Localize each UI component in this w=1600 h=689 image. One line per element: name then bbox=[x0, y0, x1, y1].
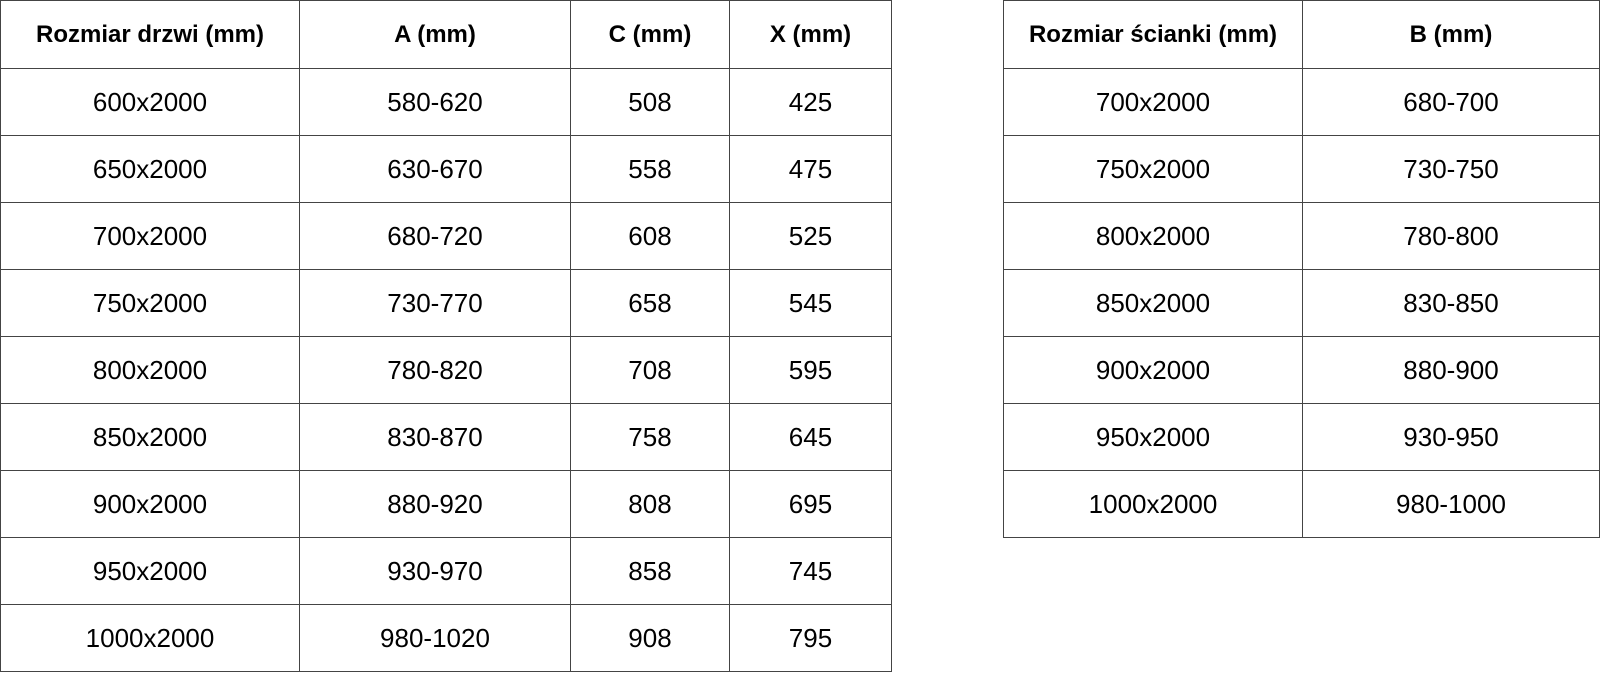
table-cell: 680-700 bbox=[1302, 68, 1600, 136]
table-cell: 880-920 bbox=[299, 470, 571, 538]
table-cell: 508 bbox=[570, 68, 730, 136]
wall-size-table: Rozmiar ścianki (mm) B (mm) 700x2000 680-7… bbox=[1003, 0, 1600, 538]
table-cell: 475 bbox=[729, 135, 892, 203]
table-cell: 1000x2000 bbox=[1003, 470, 1303, 538]
table-cell: 758 bbox=[570, 403, 730, 471]
table-cell: 800x2000 bbox=[0, 336, 300, 404]
table-header-row: Rozmiar ścianki (mm) B (mm) bbox=[1003, 0, 1600, 69]
table-cell: 730-770 bbox=[299, 269, 571, 337]
column-header: C (mm) bbox=[570, 0, 730, 69]
table-cell: 630-670 bbox=[299, 135, 571, 203]
table-row: 950x2000 930-970 858 745 bbox=[0, 537, 892, 605]
table-cell: 780-800 bbox=[1302, 202, 1600, 270]
column-header: X (mm) bbox=[729, 0, 892, 69]
column-header: B (mm) bbox=[1302, 0, 1600, 69]
table-row: 1000x2000 980-1000 bbox=[1003, 470, 1600, 538]
table-cell: 795 bbox=[729, 604, 892, 672]
table-cell: 658 bbox=[570, 269, 730, 337]
table-cell: 545 bbox=[729, 269, 892, 337]
table-cell: 645 bbox=[729, 403, 892, 471]
table-cell: 850x2000 bbox=[0, 403, 300, 471]
table-cell: 880-900 bbox=[1302, 336, 1600, 404]
table-cell: 730-750 bbox=[1302, 135, 1600, 203]
table-cell: 525 bbox=[729, 202, 892, 270]
table-cell: 700x2000 bbox=[1003, 68, 1303, 136]
table-cell: 930-950 bbox=[1302, 403, 1600, 471]
table-row: 900x2000 880-900 bbox=[1003, 336, 1600, 404]
table-cell: 580-620 bbox=[299, 68, 571, 136]
table-cell: 695 bbox=[729, 470, 892, 538]
table-cell: 650x2000 bbox=[0, 135, 300, 203]
table-row: 700x2000 680-700 bbox=[1003, 68, 1600, 136]
table-cell: 830-850 bbox=[1302, 269, 1600, 337]
table-row: 800x2000 780-820 708 595 bbox=[0, 336, 892, 404]
table-cell: 950x2000 bbox=[1003, 403, 1303, 471]
table-cell: 680-720 bbox=[299, 202, 571, 270]
table-cell: 700x2000 bbox=[0, 202, 300, 270]
table-cell: 425 bbox=[729, 68, 892, 136]
table-cell: 850x2000 bbox=[1003, 269, 1303, 337]
table-cell: 750x2000 bbox=[1003, 135, 1303, 203]
table-row: 950x2000 930-950 bbox=[1003, 403, 1600, 471]
table-cell: 745 bbox=[729, 537, 892, 605]
door-size-table: Rozmiar drzwi (mm) A (mm) C (mm) X (mm) 600… bbox=[0, 0, 892, 672]
column-header: Rozmiar drzwi (mm) bbox=[0, 0, 300, 69]
table-cell: 558 bbox=[570, 135, 730, 203]
table-cell: 980-1020 bbox=[299, 604, 571, 672]
table-cell: 858 bbox=[570, 537, 730, 605]
table-cell: 595 bbox=[729, 336, 892, 404]
table-row: 1000x2000 980-1020 908 795 bbox=[0, 604, 892, 672]
table-cell: 908 bbox=[570, 604, 730, 672]
table-cell: 608 bbox=[570, 202, 730, 270]
table-row: 850x2000 830-870 758 645 bbox=[0, 403, 892, 471]
table-row: 850x2000 830-850 bbox=[1003, 269, 1600, 337]
table-row: 750x2000 730-750 bbox=[1003, 135, 1600, 203]
column-header: A (mm) bbox=[299, 0, 571, 69]
table-header-row: Rozmiar drzwi (mm) A (mm) C (mm) X (mm) bbox=[0, 0, 892, 69]
table-cell: 750x2000 bbox=[0, 269, 300, 337]
table-cell: 980-1000 bbox=[1302, 470, 1600, 538]
table-cell: 780-820 bbox=[299, 336, 571, 404]
table-cell: 900x2000 bbox=[1003, 336, 1303, 404]
table-cell: 830-870 bbox=[299, 403, 571, 471]
table-cell: 800x2000 bbox=[1003, 202, 1303, 270]
table-cell: 900x2000 bbox=[0, 470, 300, 538]
table-cell: 600x2000 bbox=[0, 68, 300, 136]
table-row: 650x2000 630-670 558 475 bbox=[0, 135, 892, 203]
table-row: 900x2000 880-920 808 695 bbox=[0, 470, 892, 538]
table-row: 750x2000 730-770 658 545 bbox=[0, 269, 892, 337]
table-cell: 708 bbox=[570, 336, 730, 404]
table-cell: 808 bbox=[570, 470, 730, 538]
table-cell: 930-970 bbox=[299, 537, 571, 605]
column-header: Rozmiar ścianki (mm) bbox=[1003, 0, 1303, 69]
table-row: 800x2000 780-800 bbox=[1003, 202, 1600, 270]
table-row: 600x2000 580-620 508 425 bbox=[0, 68, 892, 136]
table-cell: 1000x2000 bbox=[0, 604, 300, 672]
table-row: 700x2000 680-720 608 525 bbox=[0, 202, 892, 270]
table-cell: 950x2000 bbox=[0, 537, 300, 605]
